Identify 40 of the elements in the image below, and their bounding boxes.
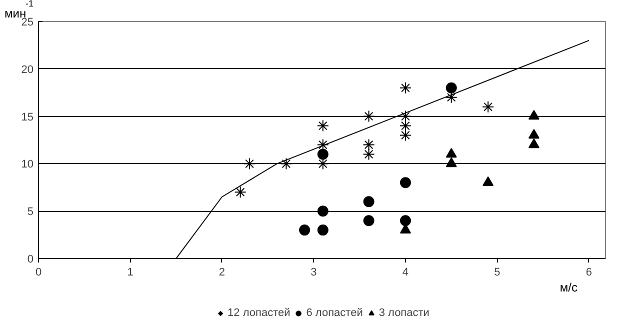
x-tick-label: 6 xyxy=(586,266,592,278)
point xyxy=(362,138,375,151)
y-tick-label: 0 xyxy=(27,254,34,266)
point xyxy=(317,224,328,236)
point xyxy=(446,148,457,158)
legend-label: 6 лопастей xyxy=(306,307,363,319)
point xyxy=(446,82,457,94)
point xyxy=(446,157,457,168)
point xyxy=(317,206,328,217)
point xyxy=(363,215,374,226)
y-tick-label: 5 xyxy=(27,206,34,218)
y-tick-label: 15 xyxy=(21,111,34,124)
x-tick-label: 1 xyxy=(127,266,134,278)
point xyxy=(399,82,412,94)
x-tick-label: 5 xyxy=(494,266,500,278)
x-tick-label: 3 xyxy=(310,266,317,278)
point xyxy=(528,138,540,148)
x-axis-title: м/с xyxy=(560,280,578,294)
point xyxy=(400,177,411,188)
point xyxy=(482,100,494,113)
point xyxy=(299,224,310,236)
y-tick-label: 20 xyxy=(21,64,34,76)
x-tick-label: 0 xyxy=(35,266,42,278)
point xyxy=(317,148,328,160)
y-tick-label: 10 xyxy=(21,158,34,171)
point xyxy=(400,215,411,226)
point xyxy=(362,110,375,122)
point xyxy=(528,128,540,139)
point xyxy=(280,158,292,170)
x-tick-label: 4 xyxy=(402,266,409,278)
legend-label: 12 лопастей xyxy=(228,307,290,319)
point xyxy=(528,110,540,120)
point xyxy=(244,158,256,170)
point xyxy=(234,186,246,198)
x-tick-label: 2 xyxy=(218,266,226,278)
point xyxy=(482,176,494,186)
legend-label: 3 лопасти xyxy=(378,307,430,319)
point xyxy=(363,196,374,208)
point xyxy=(362,148,375,160)
point xyxy=(316,120,329,132)
